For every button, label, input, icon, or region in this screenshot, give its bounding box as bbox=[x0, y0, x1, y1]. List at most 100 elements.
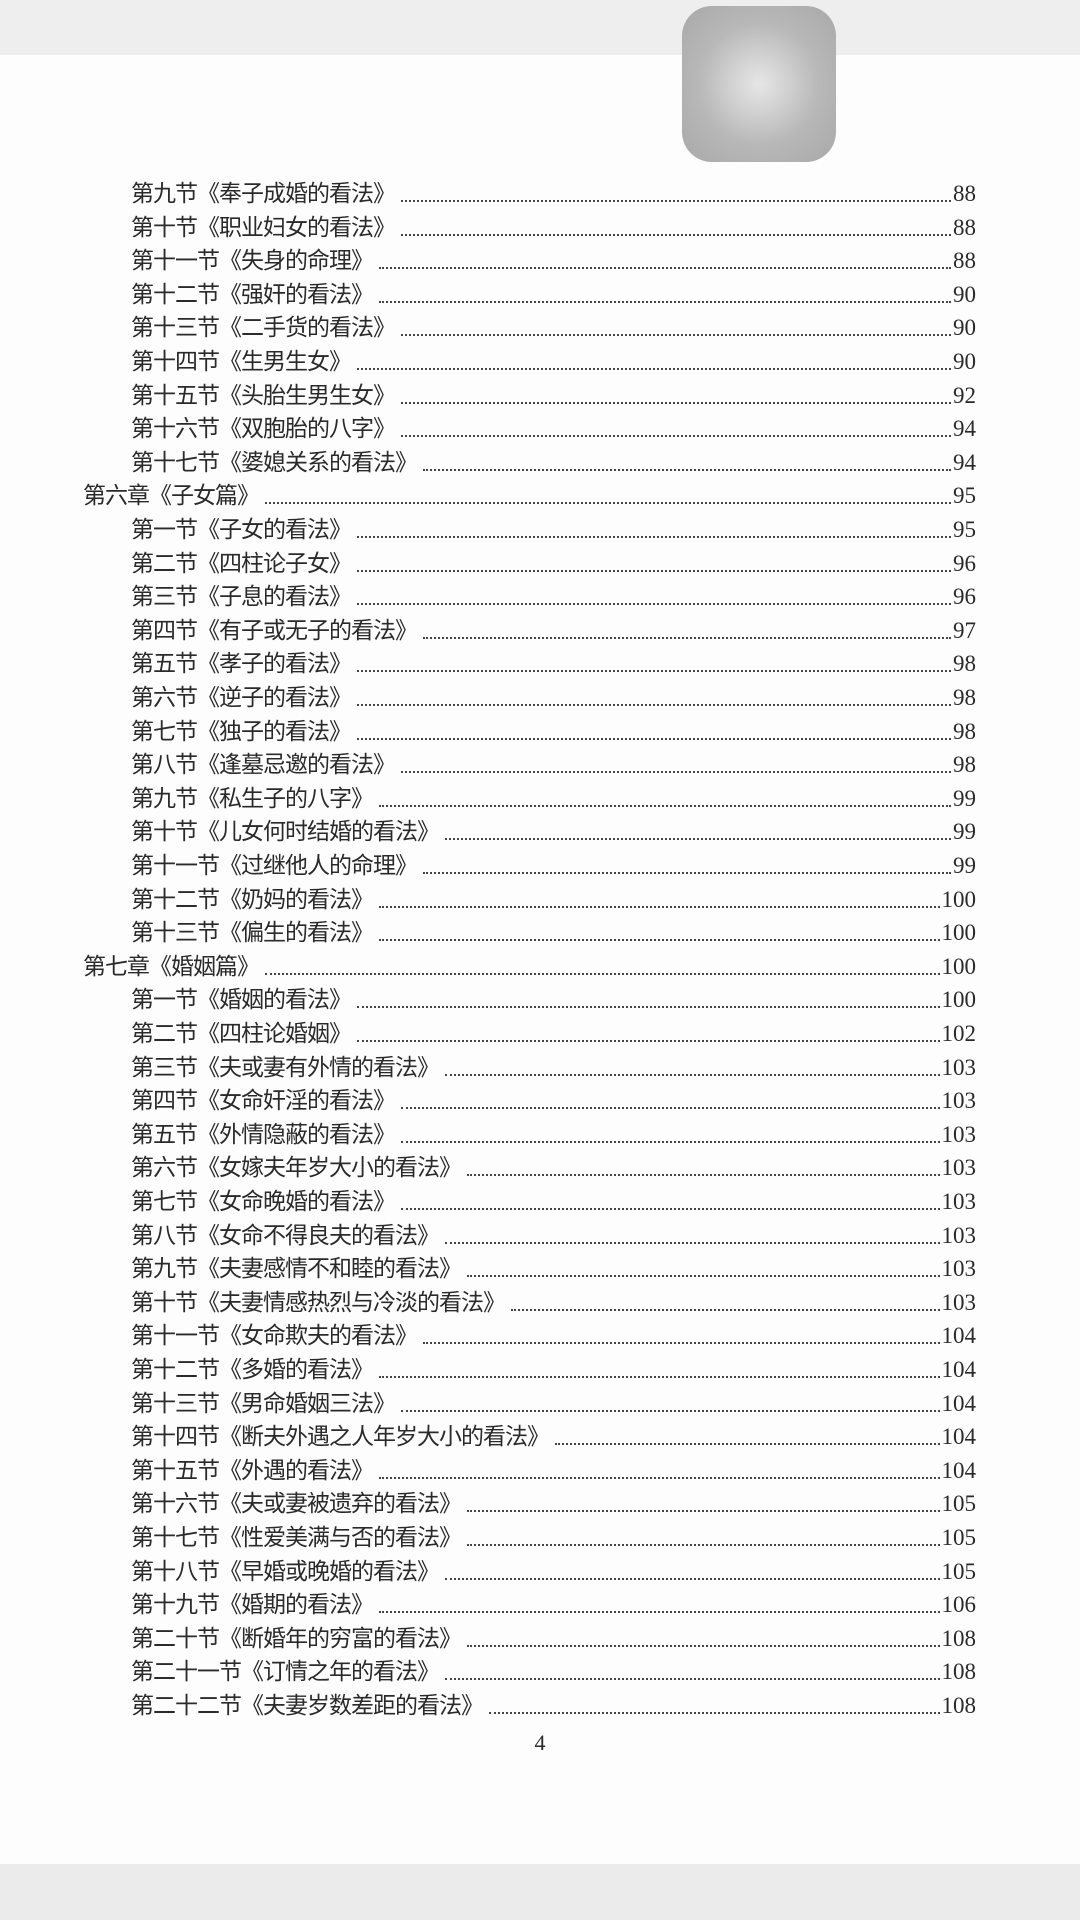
toc-entry-title: 第十节《夫妻情感热烈与冷淡的看法》 bbox=[131, 1289, 506, 1316]
toc-entry-page: 108 bbox=[941, 1693, 977, 1718]
toc-entry-page: 104 bbox=[941, 1390, 977, 1416]
toc-section-entry[interactable]: 第四节《女命奸淫的看法》 103 bbox=[131, 1082, 976, 1116]
toc-section-entry[interactable]: 第十三节《男命婚姻三法》 104 bbox=[131, 1385, 976, 1419]
toc-entry-page: 88 bbox=[953, 214, 976, 240]
toc-entry-title: 第十三节《男命婚姻三法》 bbox=[131, 1390, 396, 1417]
toc-section-entry[interactable]: 第十四节《生男生女》 90 bbox=[131, 343, 976, 377]
toc-section-entry[interactable]: 第九节《夫妻感情不和睦的看法》 103 bbox=[131, 1250, 976, 1284]
toc-section-entry[interactable]: 第五节《孝子的看法》 98 bbox=[131, 645, 976, 679]
toc-entry-title: 第七章《婚姻篇》 bbox=[83, 953, 260, 980]
toc-section-entry[interactable]: 第十节《儿女何时结婚的看法》 99 bbox=[131, 813, 976, 847]
toc-section-entry[interactable]: 第十三节《二手货的看法》 90 bbox=[131, 309, 976, 343]
toc-entry-title: 第十七节《婆媳关系的看法》 bbox=[131, 449, 418, 476]
toc-entry-page: 103 bbox=[941, 1256, 977, 1282]
toc-entry-title: 第二十节《断婚年的穷富的看法》 bbox=[131, 1625, 462, 1652]
toc-entry-title: 第十五节《头胎生男生女》 bbox=[131, 382, 396, 409]
toc-section-entry[interactable]: 第十九节《婚期的看法》 106 bbox=[131, 1586, 976, 1620]
toc-section-entry[interactable]: 第十二节《多婚的看法》 104 bbox=[131, 1351, 976, 1385]
toc-section-entry[interactable]: 第十五节《外遇的看法》 104 bbox=[131, 1452, 976, 1486]
toc-section-entry[interactable]: 第一节《子女的看法》 95 bbox=[131, 511, 976, 545]
dot-leader bbox=[467, 1510, 940, 1513]
toc-entry-title: 第八节《女命不得良夫的看法》 bbox=[131, 1222, 440, 1249]
toc-entry-title: 第十八节《早婚或晚婚的看法》 bbox=[131, 1558, 440, 1585]
toc-section-entry[interactable]: 第十一节《失身的命理》 88 bbox=[131, 242, 976, 276]
dot-leader bbox=[467, 1644, 940, 1647]
toc-entry-title: 第六节《女嫁夫年岁大小的看法》 bbox=[131, 1155, 462, 1182]
dot-leader bbox=[401, 435, 951, 438]
toc-section-entry[interactable]: 第八节《逢墓忌邀的看法》 98 bbox=[131, 746, 976, 780]
toc-section-entry[interactable]: 第七节《女命晚婚的看法》 103 bbox=[131, 1183, 976, 1217]
toc-entry-page: 98 bbox=[953, 752, 976, 778]
dot-leader bbox=[423, 1342, 940, 1345]
toc-entry-title: 第五节《孝子的看法》 bbox=[131, 651, 352, 678]
dot-leader bbox=[357, 536, 951, 538]
dot-leader bbox=[265, 502, 951, 505]
dot-leader bbox=[357, 1006, 940, 1009]
bottom-bar bbox=[0, 1864, 1080, 1920]
toc-section-entry[interactable]: 第二十二节《夫妻岁数差距的看法》 108 bbox=[131, 1687, 976, 1721]
toc-chapter-entry[interactable]: 第六章《子女篇》 95 bbox=[83, 477, 976, 511]
floating-assistive-button-icon[interactable] bbox=[682, 6, 836, 162]
toc-section-entry[interactable]: 第六节《逆子的看法》 98 bbox=[131, 679, 976, 713]
toc-section-entry[interactable]: 第十七节《婆媳关系的看法》 94 bbox=[131, 444, 976, 478]
toc-entry-title: 第七节《独子的看法》 bbox=[131, 718, 352, 745]
toc-entry-page: 90 bbox=[953, 315, 976, 341]
dot-leader bbox=[445, 1678, 940, 1681]
dot-leader bbox=[401, 1140, 940, 1143]
toc-section-entry[interactable]: 第十二节《奶妈的看法》 100 bbox=[131, 881, 976, 915]
toc-section-entry[interactable]: 第一节《婚姻的看法》 100 bbox=[131, 981, 976, 1015]
toc-section-entry[interactable]: 第二节《四柱论婚姻》 102 bbox=[131, 1015, 976, 1049]
toc-section-entry[interactable]: 第二节《四柱论子女》 96 bbox=[131, 545, 976, 579]
toc-entry-title: 第十九节《婚期的看法》 bbox=[131, 1592, 374, 1619]
toc-chapter-entry[interactable]: 第七章《婚姻篇》 100 bbox=[83, 948, 976, 982]
toc-section-entry[interactable]: 第十三节《偏生的看法》 100 bbox=[131, 914, 976, 948]
toc-entry-page: 106 bbox=[941, 1592, 977, 1618]
toc-section-entry[interactable]: 第九节《奉子成婚的看法》 88 bbox=[131, 175, 976, 209]
toc-entry-page: 90 bbox=[953, 281, 976, 307]
toc-section-entry[interactable]: 第十七节《性爱美满与否的看法》 105 bbox=[131, 1519, 976, 1553]
dot-leader bbox=[401, 401, 951, 404]
toc-entry-page: 104 bbox=[941, 1424, 977, 1450]
toc-entry-title: 第十六节《夫或妻被遗弃的看法》 bbox=[131, 1491, 462, 1518]
dot-leader bbox=[467, 1275, 940, 1278]
toc-section-entry[interactable]: 第六节《女嫁夫年岁大小的看法》 103 bbox=[131, 1149, 976, 1183]
toc-entry-title: 第五节《外情隐蔽的看法》 bbox=[131, 1121, 396, 1148]
toc-section-entry[interactable]: 第十四节《断夫外遇之人年岁大小的看法》 104 bbox=[131, 1418, 976, 1452]
toc-section-entry[interactable]: 第三节《子息的看法》 96 bbox=[131, 578, 976, 612]
toc-entry-page: 100 bbox=[941, 987, 977, 1013]
toc-section-entry[interactable]: 第十六节《夫或妻被遗弃的看法》 105 bbox=[131, 1485, 976, 1519]
toc-entry-title: 第一节《子女的看法》 bbox=[131, 517, 352, 543]
dot-leader bbox=[401, 334, 951, 337]
toc-entry-page: 100 bbox=[941, 886, 977, 912]
dot-leader bbox=[467, 1174, 940, 1177]
toc-section-entry[interactable]: 第五节《外情隐蔽的看法》 103 bbox=[131, 1116, 976, 1150]
dot-leader bbox=[357, 368, 951, 370]
toc-entry-title: 第二节《四柱论婚姻》 bbox=[131, 1021, 352, 1047]
dot-leader bbox=[357, 704, 951, 706]
toc-section-entry[interactable]: 第十五节《头胎生男生女》 92 bbox=[131, 377, 976, 411]
toc-entry-page: 103 bbox=[941, 1189, 977, 1214]
toc-entry-title: 第一节《婚姻的看法》 bbox=[131, 987, 352, 1014]
toc-entry-page: 98 bbox=[953, 651, 976, 677]
toc-section-entry[interactable]: 第十一节《过继他人的命理》 99 bbox=[131, 847, 976, 881]
dot-leader bbox=[445, 1073, 940, 1076]
toc-section-entry[interactable]: 第十六节《双胞胎的八字》 94 bbox=[131, 410, 976, 444]
toc-entry-title: 第三节《子息的看法》 bbox=[131, 584, 352, 611]
toc-section-entry[interactable]: 第三节《夫或妻有外情的看法》 103 bbox=[131, 1049, 976, 1083]
toc-section-entry[interactable]: 第七节《独子的看法》 98 bbox=[131, 713, 976, 747]
toc-entry-title: 第十二节《多婚的看法》 bbox=[131, 1357, 374, 1383]
toc-section-entry[interactable]: 第十一节《女命欺夫的看法》 104 bbox=[131, 1317, 976, 1351]
toc-section-entry[interactable]: 第十节《职业妇女的看法》 88 bbox=[131, 209, 976, 243]
toc-section-entry[interactable]: 第十二节《强奸的看法》 90 bbox=[131, 276, 976, 310]
dot-leader bbox=[401, 233, 951, 236]
toc-section-entry[interactable]: 第九节《私生子的八字》 99 bbox=[131, 780, 976, 814]
toc-section-entry[interactable]: 第二十一节《订情之年的看法》 108 bbox=[131, 1653, 976, 1687]
toc-entry-page: 99 bbox=[953, 785, 976, 811]
toc-section-entry[interactable]: 第八节《女命不得良夫的看法》 103 bbox=[131, 1217, 976, 1251]
toc-section-entry[interactable]: 第四节《有子或无子的看法》 97 bbox=[131, 612, 976, 646]
toc-section-entry[interactable]: 第十节《夫妻情感热烈与冷淡的看法》 103 bbox=[131, 1284, 976, 1318]
dot-leader bbox=[511, 1308, 940, 1311]
toc-entry-title: 第十四节《生男生女》 bbox=[131, 349, 352, 375]
toc-section-entry[interactable]: 第二十节《断婚年的穷富的看法》 108 bbox=[131, 1620, 976, 1654]
toc-section-entry[interactable]: 第十八节《早婚或晚婚的看法》 105 bbox=[131, 1553, 976, 1587]
